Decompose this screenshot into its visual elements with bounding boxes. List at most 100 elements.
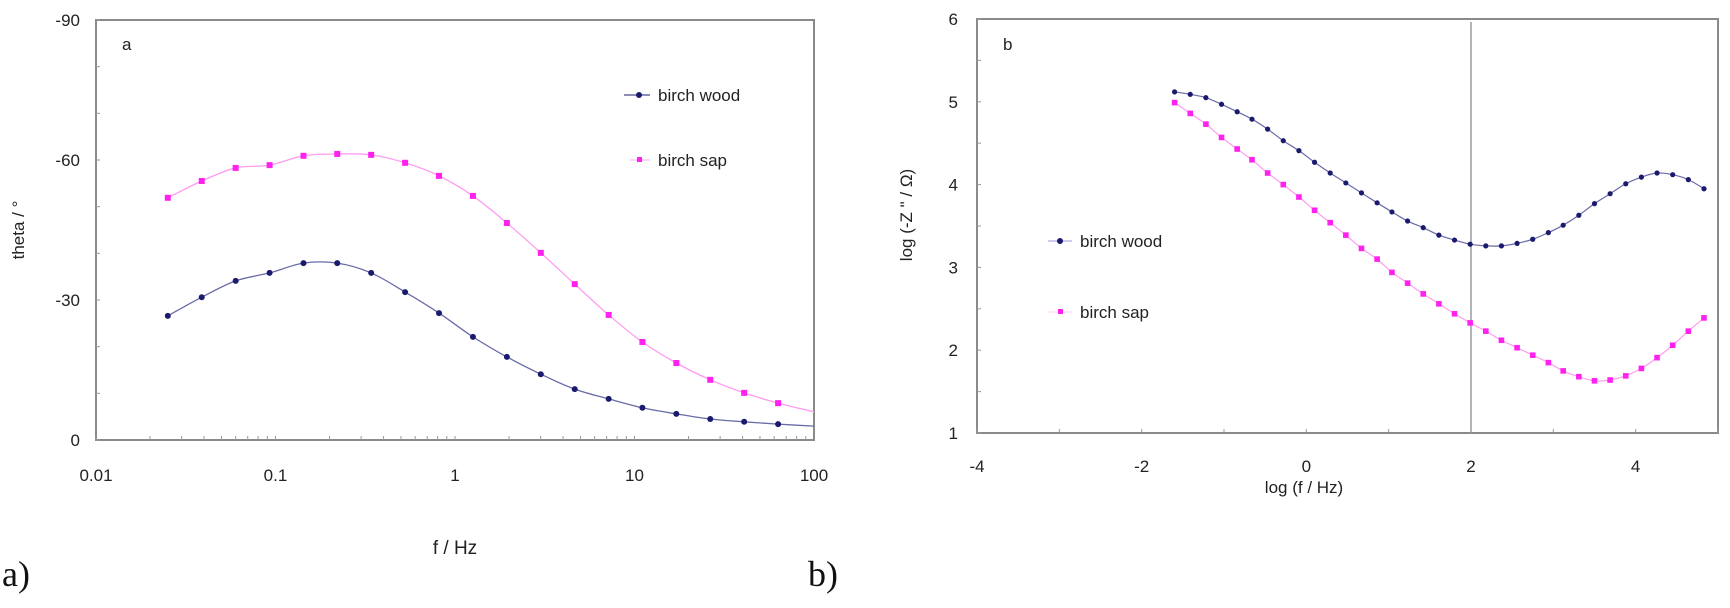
- data-point: [232, 277, 239, 284]
- data-point: [1514, 344, 1520, 351]
- series-line-birch-sap: [1174, 102, 1705, 382]
- data-point: [639, 339, 646, 345]
- panel-a-xlabel: f / Hz: [433, 538, 477, 559]
- data-point: [1436, 301, 1442, 307]
- panel-a-xtick-label: 10: [625, 466, 644, 485]
- data-point: [741, 418, 748, 425]
- caption-a: a): [2, 554, 30, 594]
- data-point: [469, 333, 476, 340]
- data-point: [571, 281, 578, 288]
- data-point: [673, 360, 680, 366]
- data-point: [1264, 170, 1271, 176]
- data-point: [1451, 310, 1458, 317]
- data-point: [1218, 101, 1225, 107]
- data-point: [300, 152, 307, 159]
- data-point: [1234, 146, 1240, 152]
- data-point: [1327, 170, 1333, 176]
- data-point: [1280, 181, 1287, 188]
- series-line-birch-sap: [167, 153, 815, 413]
- data-point: [1234, 109, 1240, 115]
- data-point: [1545, 230, 1551, 236]
- data-point: [1529, 352, 1536, 358]
- legend-label: birch sap: [658, 151, 727, 170]
- legend-marker-icon: [1057, 238, 1063, 244]
- data-point: [1591, 378, 1598, 384]
- data-point: [639, 404, 646, 411]
- data-point: [266, 162, 273, 169]
- legend-label: birch sap: [1080, 303, 1149, 322]
- panel-b-xtick-label: -4: [969, 457, 984, 476]
- data-point: [707, 416, 714, 422]
- data-point: [1389, 269, 1395, 276]
- legend-item-birch-sap: birch sap: [630, 151, 727, 170]
- panel-b-ytick-label: 4: [949, 176, 958, 195]
- data-point: [1311, 207, 1318, 214]
- panel-a-ytick-label: -30: [55, 291, 80, 310]
- data-point: [1249, 156, 1255, 163]
- data-point: [1404, 280, 1411, 286]
- data-point: [1498, 337, 1505, 344]
- panel-b-plot-frame: [976, 18, 1719, 434]
- data-point: [1420, 291, 1427, 297]
- data-point: [1498, 243, 1505, 249]
- panel-a-ytick-label: 0: [71, 431, 80, 450]
- panel-a-xtick-label: 0.01: [79, 466, 112, 485]
- data-point: [1654, 354, 1660, 361]
- data-point: [1669, 342, 1676, 349]
- data-point: [198, 178, 205, 184]
- data-point: [164, 312, 171, 319]
- data-point: [503, 353, 510, 360]
- panel-b-ticks: 1 2 3 4 5 6 -4 -2 0 2 4: [949, 10, 1719, 476]
- data-point: [1171, 99, 1178, 106]
- data-point: [1420, 225, 1426, 231]
- series-line-birch-wood: [167, 261, 815, 427]
- data-point: [300, 260, 307, 267]
- data-point: [605, 311, 612, 318]
- data-point: [1685, 177, 1691, 183]
- legend-marker-icon: [1058, 309, 1063, 314]
- data-point: [1591, 201, 1598, 207]
- panel-a-ylabel: theta / °: [9, 201, 28, 260]
- data-point: [775, 421, 782, 428]
- data-point: [1607, 191, 1613, 197]
- data-point: [1171, 89, 1178, 95]
- data-point: [1685, 328, 1692, 334]
- panel-a-ticks: 0 -30 -60 -90 0.01 0.1 1 10 100: [55, 11, 828, 485]
- data-point: [1203, 95, 1209, 101]
- data-point: [1514, 240, 1520, 246]
- data-point: [232, 164, 239, 171]
- series-line-birch-wood: [1174, 91, 1705, 247]
- panel-b-xtick-label: 4: [1631, 457, 1640, 476]
- panel-b-legend: birch wood birch sap: [1048, 232, 1162, 322]
- data-point: [537, 249, 544, 256]
- data-point: [1451, 237, 1458, 243]
- data-point: [775, 400, 782, 407]
- panel-b-ytick-label: 6: [949, 10, 958, 29]
- data-point: [436, 172, 443, 179]
- data-point: [571, 386, 578, 393]
- legend-marker-icon: [636, 92, 642, 98]
- legend-marker-icon: [637, 157, 642, 162]
- data-point: [198, 294, 205, 301]
- panel-a-xtick-label: 100: [800, 466, 828, 485]
- data-point: [1343, 180, 1349, 186]
- data-point: [334, 260, 341, 267]
- legend-label: birch wood: [658, 86, 740, 105]
- data-point: [1374, 200, 1380, 206]
- legend-item-birch-wood: birch wood: [1048, 232, 1162, 251]
- data-point: [1187, 91, 1193, 97]
- data-point: [1203, 121, 1209, 127]
- data-point: [1607, 377, 1613, 383]
- data-point: [673, 410, 680, 417]
- data-point: [1623, 181, 1629, 187]
- panel-a-ytick-label: -90: [55, 11, 80, 30]
- data-point: [1545, 359, 1552, 366]
- data-point: [1530, 236, 1536, 242]
- data-point: [1265, 126, 1271, 132]
- data-point: [1638, 174, 1645, 180]
- data-point: [402, 289, 409, 296]
- panel-b-series: [1171, 89, 1707, 384]
- data-point: [368, 151, 375, 158]
